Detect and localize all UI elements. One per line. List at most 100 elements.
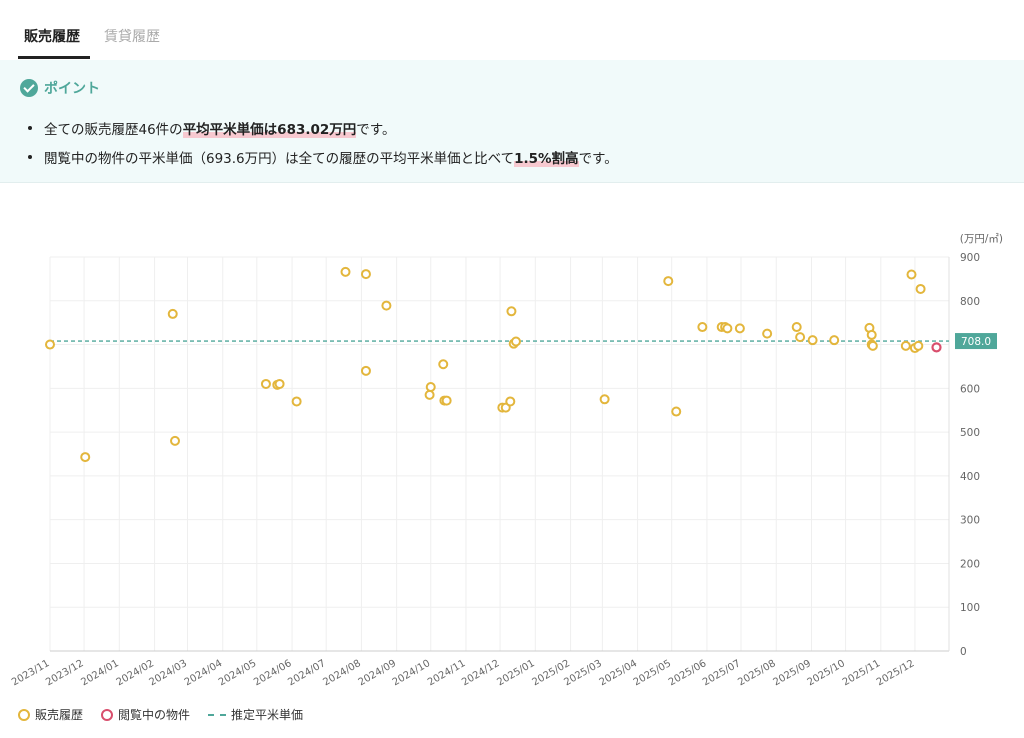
y-axis-unit-label: (万円/㎡)	[960, 233, 1003, 245]
sales-point	[510, 336, 521, 347]
sales-point	[807, 335, 818, 346]
sales-point	[425, 382, 436, 393]
tab-rental-history[interactable]: 賃貸履歴	[104, 29, 160, 45]
sales-point	[867, 340, 878, 351]
legend-item-current[interactable]: 閲覧中の物件	[101, 706, 190, 723]
sales-point	[866, 329, 877, 340]
legend-current-label: 閲覧中の物件	[118, 708, 191, 722]
tab-sales-history[interactable]: 販売履歴	[24, 29, 80, 45]
x-tick-label: 2024/03	[148, 658, 189, 688]
legend-sales-label: 販売履歴	[35, 708, 84, 722]
legend-item-sales[interactable]: 販売履歴	[18, 706, 83, 723]
x-tick-label: 2025/08	[736, 658, 777, 688]
sales-point	[913, 340, 924, 351]
current-property-point	[931, 342, 942, 353]
x-tick-label: 2024/11	[426, 658, 467, 688]
bullet-text-post: です。	[356, 122, 396, 138]
y-tick-label: 300	[960, 515, 980, 527]
sales-point	[424, 389, 435, 400]
bullet-text-post: です。	[578, 151, 618, 167]
estimate-label-text: 708.0	[961, 336, 991, 348]
x-tick-label: 2024/05	[217, 658, 258, 688]
price-scatter-chart: 2023/112023/122024/012024/022024/032024/…	[10, 233, 1003, 688]
bullet-highlight: 平均平米単価は683.02万円	[182, 122, 357, 138]
sales-point	[663, 276, 674, 287]
y-tick-label: 500	[960, 427, 980, 439]
legend-item-estimate[interactable]: 推定平米単価	[208, 706, 303, 723]
x-tick-label: 2025/12	[875, 658, 916, 688]
sales-point	[340, 266, 351, 277]
sales-point	[722, 323, 733, 334]
sales-point	[671, 406, 682, 417]
sales-point	[45, 339, 55, 350]
x-tick-label: 2024/06	[252, 658, 293, 688]
x-tick-label: 2024/04	[183, 658, 224, 688]
point-panel: ポイント 全ての販売履歴46件の平均平米単価は683.02万円です。 閲覧中の物…	[0, 60, 1024, 183]
sales-point	[906, 269, 917, 280]
legend-estimate-label: 推定平米単価	[231, 708, 304, 722]
x-tick-label: 2025/07	[701, 658, 742, 688]
check-circle-icon	[20, 79, 38, 97]
sales-point	[791, 322, 802, 333]
tab-bar: 販売履歴 賃貸履歴	[0, 0, 1024, 61]
x-tick-label: 2024/08	[321, 658, 362, 688]
legend-sales-marker	[18, 708, 30, 721]
x-tick-label: 2025/09	[771, 658, 812, 688]
sales-point	[762, 328, 773, 339]
sales-point	[438, 359, 449, 370]
y-tick-label: 0	[960, 646, 967, 658]
sales-point	[599, 394, 610, 405]
sales-point	[697, 322, 708, 333]
bullet-text-pre: 全ての販売履歴46件の	[44, 122, 183, 138]
x-tick-label: 2025/01	[495, 658, 536, 688]
sales-point	[360, 365, 371, 376]
chart-legend: 販売履歴 閲覧中の物件 推定平米単価	[18, 706, 321, 723]
sales-point	[795, 332, 806, 343]
y-tick-label: 600	[960, 383, 980, 395]
point-bullet-average: 全ての販売履歴46件の平均平米単価は683.02万円です。	[27, 118, 396, 138]
point-header: ポイント	[20, 78, 100, 98]
sales-point	[291, 396, 302, 407]
sales-point	[80, 452, 91, 463]
sales-point	[505, 396, 516, 407]
sales-point	[274, 378, 285, 389]
estimate-label-bg	[955, 333, 997, 350]
bullet-text-pre: 閲覧中の物件の平米単価（693.6万円）は全ての履歴の平均平米単価と比べて	[44, 151, 515, 167]
legend-estimate-marker	[208, 713, 227, 716]
point-title: ポイント	[44, 81, 100, 97]
legend-current-marker	[101, 708, 114, 721]
estimate-line-label: 708.0	[955, 333, 997, 350]
x-tick-label: 2024/01	[79, 658, 120, 688]
x-tick-label: 2025/05	[632, 658, 673, 688]
data-points	[45, 266, 942, 463]
x-axis-ticks: 2023/112023/122024/012024/022024/032024/…	[10, 658, 916, 688]
sales-point	[734, 323, 745, 334]
sales-point	[915, 283, 926, 294]
x-tick-label: 2023/12	[44, 658, 85, 688]
y-tick-label: 200	[960, 558, 980, 570]
sales-point	[829, 335, 840, 346]
y-axis-ticks: 0100200300400500600700800900	[960, 252, 980, 658]
sales-point	[441, 395, 452, 406]
y-tick-label: 900	[960, 252, 980, 264]
x-tick-label: 2025/11	[841, 658, 882, 688]
x-tick-label: 2025/04	[598, 658, 639, 688]
bullet-highlight: 1.5%割高	[514, 151, 579, 167]
sales-point	[170, 435, 181, 446]
sales-point	[167, 308, 178, 319]
x-tick-label: 2023/11	[10, 658, 51, 688]
sales-point	[360, 269, 371, 280]
x-tick-label: 2024/12	[460, 658, 501, 688]
sales-point	[900, 340, 911, 351]
sales-point	[506, 306, 517, 317]
x-tick-label: 2024/10	[391, 658, 432, 688]
y-tick-label: 800	[960, 296, 980, 308]
x-tick-label: 2024/09	[357, 658, 398, 688]
sales-point	[381, 300, 392, 311]
x-tick-label: 2025/06	[667, 658, 708, 688]
point-bullet-comparison: 閲覧中の物件の平米単価（693.6万円）は全ての履歴の平均平米単価と比べて1.5…	[28, 147, 618, 167]
y-tick-label: 100	[960, 602, 980, 614]
sales-point	[260, 378, 271, 389]
y-tick-label: 400	[960, 471, 980, 483]
chart-grid	[49, 256, 950, 652]
